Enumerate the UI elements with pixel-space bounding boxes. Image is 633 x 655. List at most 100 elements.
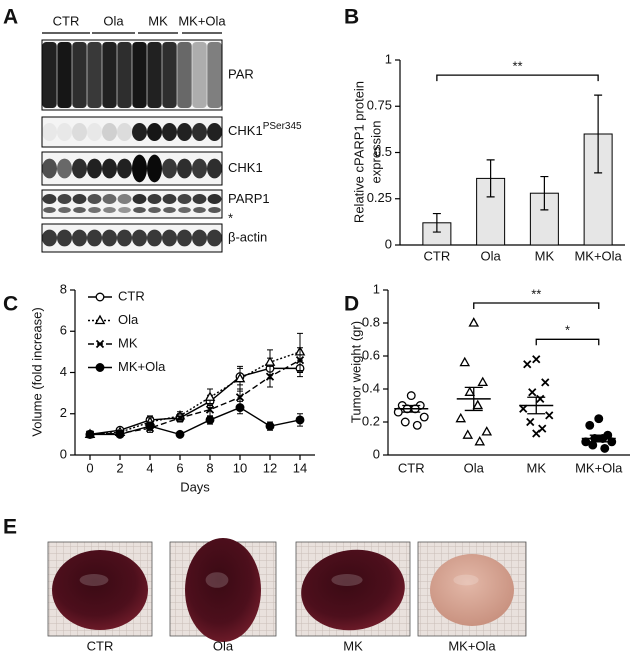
blot-smear	[177, 42, 192, 108]
marker	[145, 421, 155, 431]
marker	[526, 417, 535, 427]
blot-band	[118, 207, 131, 213]
error-bar	[486, 159, 495, 198]
blot-band	[43, 207, 56, 213]
significance-bracket	[473, 302, 600, 309]
significance-label: **	[512, 59, 522, 74]
marker	[265, 372, 275, 381]
blot-smear	[57, 42, 72, 108]
blot-smear	[117, 42, 132, 108]
marker	[585, 420, 595, 430]
blot-label: β-actin	[228, 229, 267, 244]
blot-smear	[72, 42, 87, 108]
blot-band	[192, 194, 207, 204]
x-tick-label: 6	[176, 460, 183, 475]
marker	[536, 394, 545, 404]
marker	[464, 386, 476, 396]
tumor-highlight	[331, 574, 363, 586]
blot-band	[207, 158, 222, 179]
legend-label: Ola	[118, 312, 139, 327]
tumor	[185, 538, 261, 642]
photo-label: MK	[343, 638, 363, 653]
sem-bar	[527, 396, 546, 415]
marker	[295, 415, 305, 425]
blot-band	[42, 194, 57, 204]
blot-band	[88, 207, 101, 213]
y-tick-label: 0	[373, 446, 380, 461]
blot-band	[102, 123, 117, 141]
blot-band	[177, 158, 192, 179]
blot-band	[87, 158, 102, 179]
marker	[235, 403, 245, 413]
significance-bracket	[436, 74, 599, 82]
error-bar	[540, 175, 549, 211]
marker	[234, 372, 246, 383]
significance-bracket	[535, 338, 600, 346]
marker	[519, 404, 528, 413]
y-tick-label: 4	[60, 364, 67, 379]
y-tick-label: 0.5	[374, 144, 392, 159]
legend-label: MK	[118, 335, 138, 350]
marker	[264, 356, 276, 366]
sem-bar	[464, 386, 483, 412]
marker	[412, 420, 422, 430]
blot-band	[72, 123, 87, 141]
blot-band	[192, 229, 207, 247]
marker	[295, 355, 305, 365]
y-axis-label: Tumor weight (gr)	[348, 321, 363, 423]
blot-band	[132, 154, 147, 183]
blot-label-sup: PSer345	[263, 121, 302, 132]
lane-label: MK+Ola	[178, 13, 226, 28]
blot-band	[132, 229, 147, 247]
blot-label: CHK1PSer345	[228, 121, 302, 139]
blot-smear	[42, 42, 57, 108]
y-axis-label: expression	[368, 121, 383, 184]
blot-label-main: PARP1	[228, 191, 270, 206]
x-tick-label: Ola	[481, 248, 502, 263]
legend-marker	[95, 363, 105, 372]
y-tick-label: 6	[60, 323, 67, 338]
blot-band	[177, 194, 192, 204]
marker	[532, 429, 541, 438]
significance-label: **	[531, 286, 541, 301]
photo-label: Ola	[213, 638, 234, 653]
marker	[400, 417, 410, 427]
y-tick-label: 8	[60, 281, 67, 296]
y-tick-label: 0.4	[362, 380, 380, 395]
x-tick-label: 10	[233, 460, 247, 475]
panel-label: C	[3, 293, 18, 316]
blot-label-main: CHK1	[228, 123, 263, 138]
blot-band	[147, 194, 162, 204]
blot-band	[177, 123, 192, 141]
blot-band	[162, 194, 177, 204]
y-tick-label: 2	[60, 405, 67, 420]
marker	[115, 429, 125, 439]
blot-band	[42, 229, 57, 247]
y-tick-label: 0.25	[367, 190, 392, 205]
blot-band	[132, 123, 147, 141]
y-tick-label: 0	[385, 236, 392, 251]
y-tick-label: 1	[385, 51, 392, 66]
marker	[545, 411, 554, 420]
blot-band	[147, 123, 162, 141]
y-axis-label: Volume (fold increase)	[29, 307, 44, 436]
blot-band	[73, 207, 86, 213]
sem-bar	[589, 434, 608, 443]
marker	[523, 360, 532, 369]
panel-label: B	[344, 6, 359, 29]
blot-band	[192, 158, 207, 179]
marker	[205, 415, 215, 425]
legend-marker	[95, 339, 105, 349]
blot-band	[162, 123, 177, 141]
blot-note: *	[228, 210, 233, 225]
blot-band	[163, 207, 176, 213]
tumor	[430, 554, 514, 626]
panel-label: D	[344, 293, 359, 316]
blot-band	[207, 194, 222, 204]
tumor-highlight	[453, 574, 479, 586]
x-axis-label: Days	[180, 479, 210, 494]
blot-smear	[87, 42, 102, 108]
legend-label: CTR	[118, 288, 145, 303]
blot-band	[87, 194, 102, 204]
